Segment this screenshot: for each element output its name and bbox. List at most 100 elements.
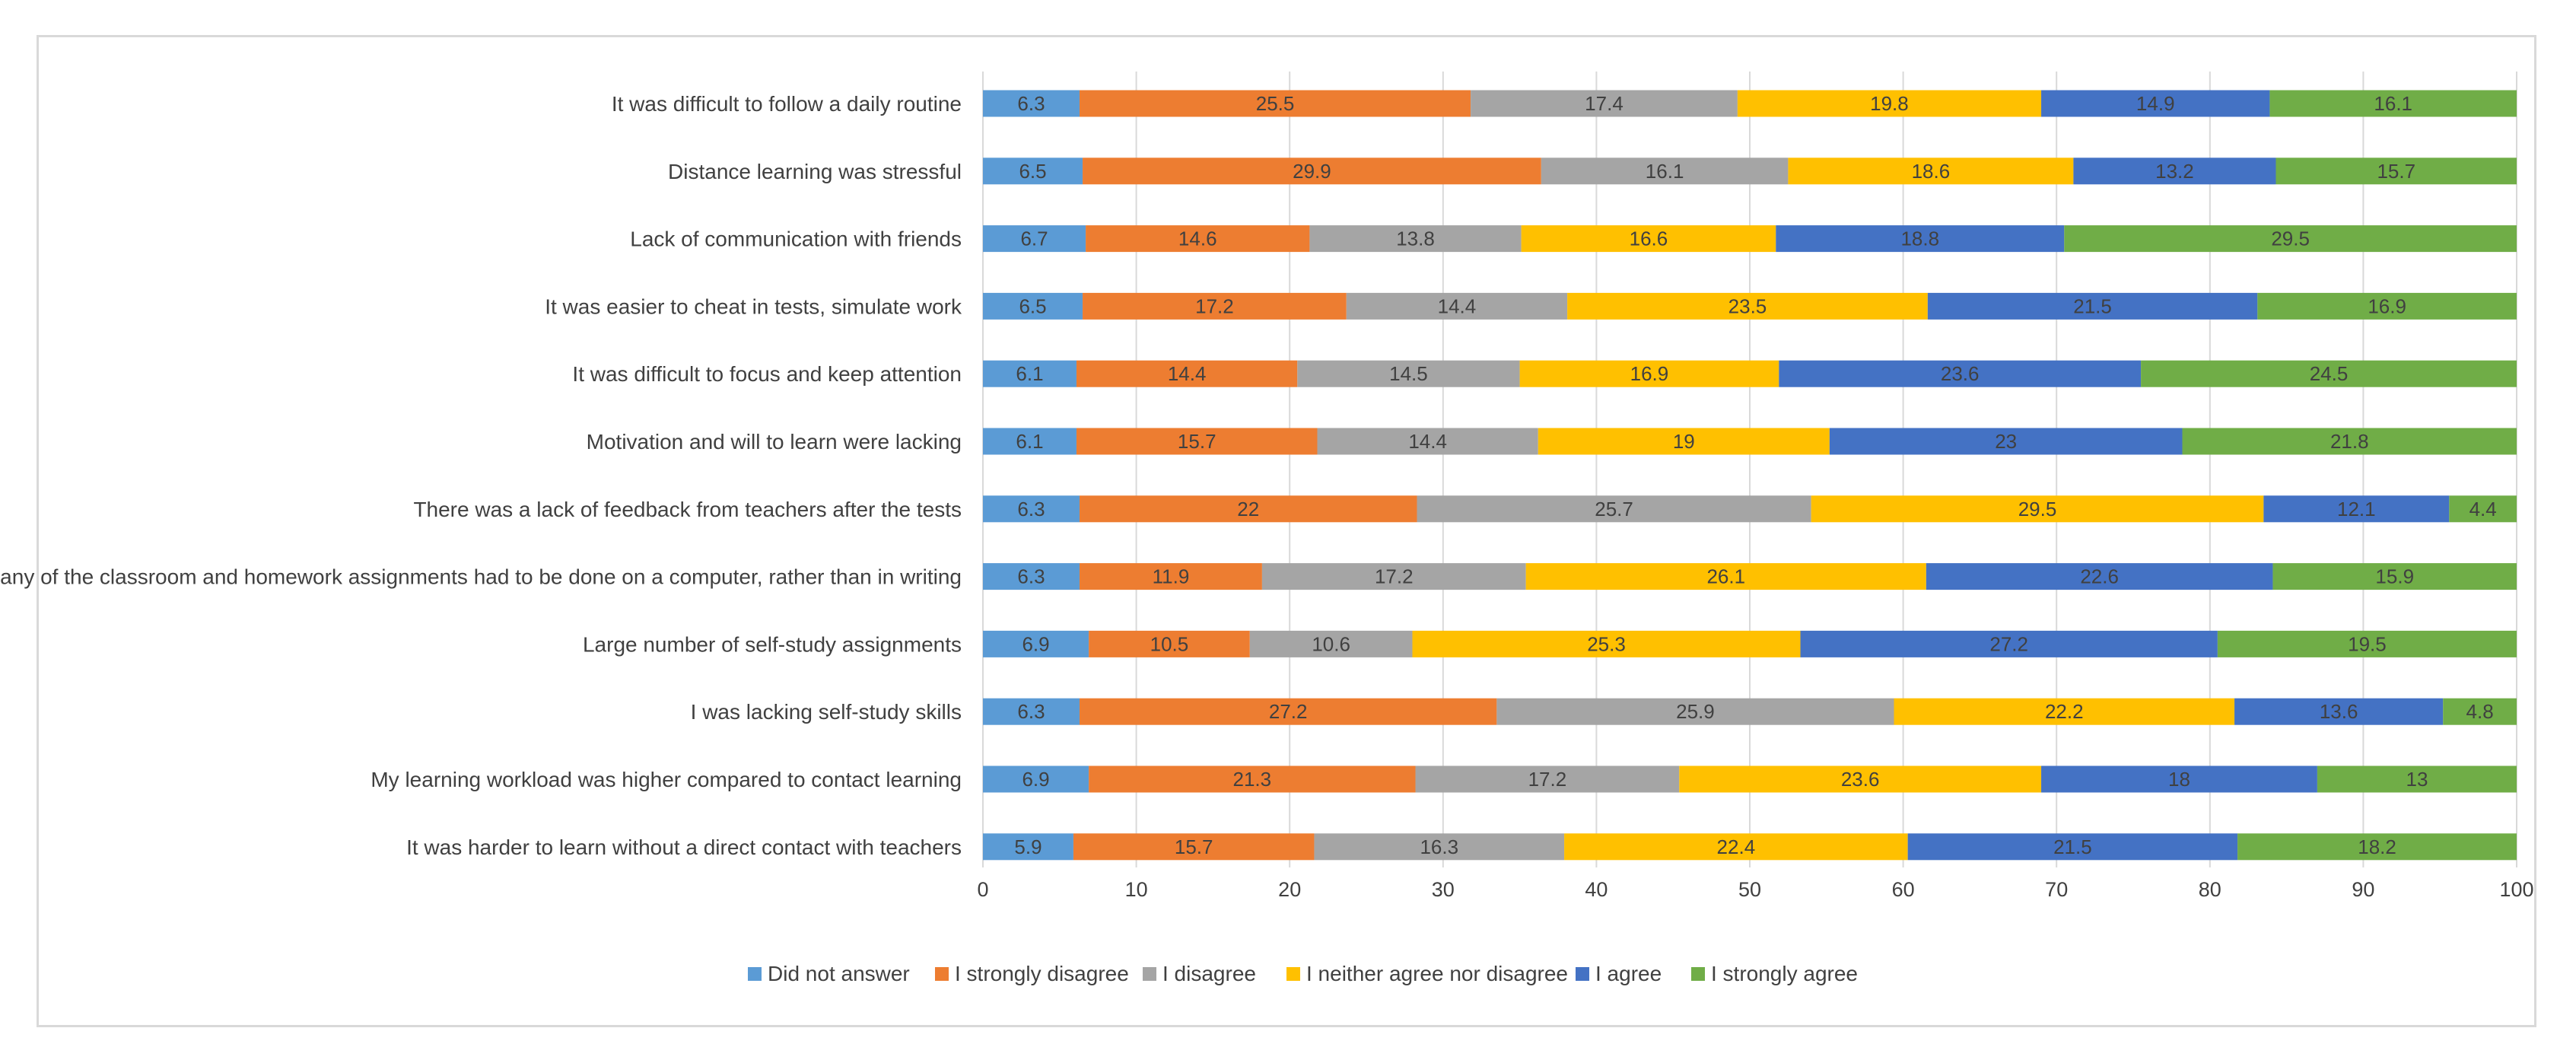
data-label: 23 — [1995, 430, 2017, 453]
category-label: Many of the classroom and homework assig… — [0, 565, 962, 589]
bar-segment — [1089, 630, 1250, 657]
data-label: 4.4 — [2469, 498, 2497, 520]
bar-segment — [1471, 90, 1738, 117]
data-label: 6.3 — [1017, 565, 1045, 588]
category-label: It was difficult to follow a daily routi… — [612, 92, 962, 116]
bar-segment — [1261, 563, 1526, 590]
bar-segment — [983, 90, 1080, 117]
bar-segment — [2182, 428, 2517, 455]
bar-segment — [1086, 225, 1310, 253]
data-label: 24.5 — [2310, 362, 2349, 385]
bar-segment — [2443, 698, 2517, 725]
data-label: 13 — [2406, 768, 2428, 791]
x-tick-label: 100 — [2499, 878, 2533, 901]
bar-segment — [1415, 765, 1680, 793]
bar-segment — [1496, 698, 1894, 725]
bar-segment — [2141, 360, 2517, 387]
bar-segment — [1297, 360, 1520, 387]
bar-segment — [1080, 563, 1262, 590]
bar-segment — [1309, 225, 1522, 253]
data-label: 14.5 — [1389, 362, 1428, 385]
category-label: Large number of self-study assignments — [583, 632, 962, 656]
bar-segment — [1525, 563, 1926, 590]
bar-segment — [1800, 630, 2218, 657]
bar-segment — [1083, 292, 1347, 320]
data-label: 6.7 — [1020, 228, 1048, 250]
bar-segment — [983, 833, 1073, 861]
x-tick-label: 0 — [977, 878, 988, 901]
data-label: 14.4 — [1168, 362, 1207, 385]
bar-segment — [1076, 428, 1318, 455]
data-label: 21.5 — [2073, 294, 2112, 317]
bar-segment — [1776, 225, 2065, 253]
data-label: 16.9 — [1630, 362, 1669, 385]
data-label: 15.7 — [2377, 160, 2415, 183]
legend-label: Did not answer — [768, 962, 910, 985]
data-label: 19 — [1673, 430, 1695, 453]
bar-segment — [1346, 292, 1568, 320]
data-label: 17.2 — [1195, 294, 1234, 317]
bar-segment — [1927, 292, 2258, 320]
data-label: 25.9 — [1676, 700, 1715, 723]
bar-segment — [983, 698, 1080, 725]
bar-segment — [1779, 360, 2142, 387]
x-tick-label: 50 — [1738, 878, 1761, 901]
bar-segment — [1907, 833, 2238, 861]
bar-segment — [2269, 90, 2517, 117]
bar-segment — [1417, 495, 1811, 523]
data-label: 6.5 — [1019, 294, 1046, 317]
legend: Did not answer I strongly disagree I disag… — [748, 962, 1858, 985]
bar-segment — [1567, 292, 1928, 320]
data-label: 25.5 — [1256, 92, 1295, 115]
bar-segment — [1249, 630, 1413, 657]
data-label: 29.5 — [2271, 228, 2310, 250]
data-label: 23.6 — [1941, 362, 1980, 385]
data-label: 14.6 — [1178, 228, 1217, 250]
bar-segment — [1412, 630, 1801, 657]
data-label: 25.7 — [1595, 498, 1633, 520]
bar-segment — [983, 428, 1077, 455]
bar-segment — [2234, 698, 2444, 725]
data-label: 22 — [1237, 498, 1259, 520]
category-label: It was difficult to focus and keep atten… — [572, 362, 962, 386]
data-label: 15.9 — [2375, 565, 2414, 588]
legend-swatch — [1143, 967, 1156, 981]
data-label: 14.4 — [1408, 430, 1447, 453]
data-label: 19.5 — [2348, 632, 2387, 655]
data-label: 6.3 — [1017, 92, 1045, 115]
bar-segment — [2237, 833, 2517, 861]
bar-segment — [983, 563, 1080, 590]
data-label: 4.8 — [2466, 700, 2494, 723]
bar-segment — [983, 765, 1089, 793]
data-label: 25.3 — [1587, 632, 1626, 655]
data-label: 13.2 — [2155, 160, 2194, 183]
bar-segment — [1076, 360, 1298, 387]
bar-segment — [1521, 225, 1776, 253]
data-label: 15.7 — [1175, 835, 1213, 858]
data-label: 22.4 — [1717, 835, 1756, 858]
bar-segment — [1541, 158, 1789, 185]
bar-segment — [2064, 225, 2517, 253]
bar-segment — [2073, 158, 2276, 185]
bar-segment — [2041, 90, 2270, 117]
bar-segment — [1083, 158, 1541, 185]
bar-segment — [1811, 495, 2264, 523]
bar-segment — [1538, 428, 1830, 455]
legend-label: I agree — [1595, 962, 1662, 985]
bar-segment — [1073, 833, 1315, 861]
data-label: 27.2 — [1989, 632, 2028, 655]
data-label: 22.6 — [2080, 565, 2119, 588]
data-label: 19.8 — [1870, 92, 1909, 115]
data-label: 18.8 — [1900, 228, 1939, 250]
bar-segment — [983, 225, 1086, 253]
x-tick-label: 60 — [1892, 878, 1915, 901]
bar-segment — [1089, 765, 1416, 793]
data-label: 29.5 — [2018, 498, 2057, 520]
bar-segment — [2263, 495, 2450, 523]
bar-segment — [1894, 698, 2235, 725]
bar-segment — [983, 630, 1089, 657]
bar-segment — [1314, 833, 1565, 861]
data-label: 6.3 — [1017, 498, 1045, 520]
data-label: 14.9 — [2136, 92, 2175, 115]
x-axis-tick-labels: 0 10 20 30 40 50 60 70 80 90 100 — [977, 878, 2533, 901]
